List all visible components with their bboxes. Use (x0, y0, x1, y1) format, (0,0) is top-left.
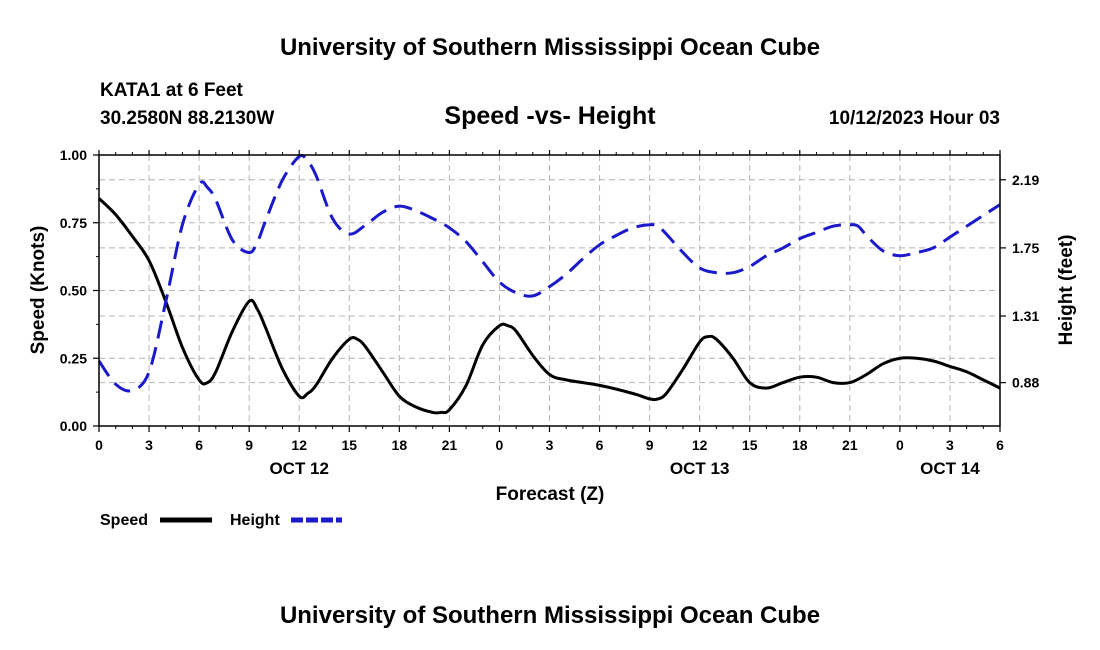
x-tick-label: 15 (341, 437, 357, 453)
x-tick-label: 6 (195, 437, 203, 453)
y2-axis-title: Height (feet) (1056, 235, 1077, 346)
x-tick-label: 0 (496, 437, 504, 453)
x-tick-label: 18 (392, 437, 408, 453)
speed-series-line (97, 197, 1001, 415)
x-tick-label: 12 (291, 437, 307, 453)
y-tick-label: 0.50 (60, 283, 87, 299)
date-label: OCT 13 (670, 459, 730, 478)
forecast-datetime: 10/12/2023 Hour 03 (829, 108, 1000, 129)
x-tick-label: 12 (692, 437, 708, 453)
x-tick-label: 18 (792, 437, 808, 453)
x-tick-label: 6 (996, 437, 1004, 453)
y-axis-title: Speed (Knots) (28, 226, 49, 355)
x-tick-label: 15 (742, 437, 758, 453)
legend: Speed Height (100, 512, 342, 529)
footer-title: University of Southern Mississippi Ocean… (280, 602, 820, 629)
series-lines (97, 154, 1001, 415)
x-tick-label: 21 (442, 437, 458, 453)
y-tick-label: 0.25 (60, 350, 87, 366)
page-title: University of Southern Mississippi Ocean… (280, 34, 820, 61)
station-label: KATA1 at 6 Feet (100, 80, 244, 101)
x-tick-label: 0 (95, 437, 103, 453)
date-label: OCT 14 (920, 459, 980, 478)
station-coords: 30.2580N 88.2130W (100, 108, 274, 129)
y-tick-label: 0.00 (60, 418, 87, 434)
legend-speed-label: Speed (100, 512, 148, 529)
y2-tick-label: 0.88 (1012, 375, 1039, 391)
x-tick-label: 21 (842, 437, 858, 453)
y-tick-label: 0.75 (60, 215, 87, 231)
x-tick-label: 6 (596, 437, 604, 453)
y2-tick-label: 2.19 (1012, 172, 1039, 188)
x-tick-label: 0 (896, 437, 904, 453)
height-series-line (97, 154, 1001, 393)
axis-ticks: 0 3 6 9 12 15 18 21 0 3 6 9 12 15 18 21 0 3 6 OCT 12 OCT 13 O… (60, 147, 1040, 478)
legend-height-label: Height (230, 512, 280, 529)
y-tick-label: 1.00 (60, 147, 87, 163)
y2-tick-label: 1.75 (1012, 240, 1039, 256)
x-tick-label: 3 (546, 437, 554, 453)
x-tick-label: 3 (145, 437, 153, 453)
x-tick-label: 9 (245, 437, 253, 453)
grid-lines (99, 155, 1000, 426)
date-label: OCT 12 (269, 459, 329, 478)
chart-title: Speed -vs- Height (444, 102, 656, 130)
x-tick-label: 9 (646, 437, 654, 453)
x-tick-label: 3 (946, 437, 954, 453)
y2-tick-label: 1.31 (1012, 308, 1039, 324)
x-axis-title: Forecast (Z) (496, 484, 605, 505)
